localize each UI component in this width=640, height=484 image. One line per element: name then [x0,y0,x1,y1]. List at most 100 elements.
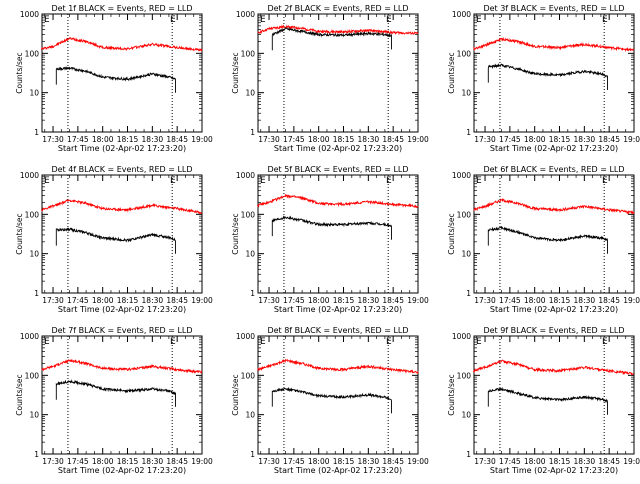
corner-marker-right: E [602,176,608,186]
y-tick-label: 1 [466,450,471,459]
y-tick-label: 1 [34,128,39,137]
x-tick-label: 19:00 [191,135,213,144]
x-tick-label: 17:30 [258,296,280,305]
plot-frame [41,335,203,455]
x-tick-label: 17:45 [499,457,521,466]
series-line-events [271,386,392,414]
x-tick-label: 17:30 [42,135,64,144]
corner-marker-left: E [476,337,482,347]
series-line-events [55,227,176,254]
y-tick-label: 10 [29,250,39,259]
y-tick-label: 10 [461,250,471,259]
x-tick-label: 18:15 [333,296,355,305]
x-tick-label: 19:00 [407,296,429,305]
x-tick-label: 18:30 [142,457,164,466]
corner-marker-left: E [260,176,266,186]
corner-marker-right: E [386,15,392,25]
x-tick-label: 17:30 [474,296,496,305]
series-line-lld [41,359,203,374]
x-tick-label: 18:15 [333,135,355,144]
y-tick-label: 1000 [452,332,471,341]
y-tick-label: 1000 [20,10,39,19]
series-line-events [271,215,392,240]
y-tick-label: 1 [34,289,39,298]
corner-marker-left: E [44,176,50,186]
y-axis-label: Counts/sec [231,52,240,93]
plot-frame [257,174,419,294]
series-line-events [487,225,608,254]
chart-title: Det 2f BLACK = Events, RED = LLD [267,4,408,13]
x-axis-label: Start Time (02-Apr-02 17:23:20) [58,305,186,314]
x-tick-label: 19:00 [623,135,640,144]
x-tick-label: 18:45 [598,457,620,466]
series-line-events [487,386,608,415]
x-tick-label: 18:00 [92,457,114,466]
corner-marker-left: E [476,176,482,186]
x-tick-label: 18:30 [358,457,380,466]
plot-frame [257,335,419,455]
y-axis-label: Counts/sec [231,374,240,415]
x-tick-label: 18:00 [524,296,546,305]
x-tick-label: 18:30 [574,296,596,305]
x-tick-label: 18:45 [166,296,188,305]
x-tick-label: 17:30 [42,457,64,466]
x-tick-label: 17:30 [42,296,64,305]
x-tick-label: 18:15 [117,457,139,466]
series-line-events [487,63,608,90]
y-tick-label: 10 [29,411,39,420]
x-tick-label: 18:45 [166,457,188,466]
chart-title: Det 7f BLACK = Events, RED = LLD [51,326,192,335]
x-tick-label: 17:45 [283,296,305,305]
series-line-events [55,379,176,407]
x-tick-label: 18:15 [117,135,139,144]
y-tick-label: 100 [241,210,256,219]
x-tick-label: 19:00 [623,457,640,466]
corner-marker-left: E [44,15,50,25]
series-line-events [55,65,176,93]
x-tick-label: 18:00 [308,296,330,305]
x-axis-label: Start Time (02-Apr-02 17:23:20) [274,305,402,314]
x-tick-label: 18:00 [524,457,546,466]
series-line-lld [473,36,635,53]
corner-marker-left: E [260,337,266,347]
x-tick-label: 17:45 [499,296,521,305]
corner-marker-left: E [476,15,482,25]
y-tick-label: 100 [241,49,256,58]
x-tick-label: 17:45 [499,135,521,144]
plot-frame [41,13,203,133]
x-tick-label: 18:45 [598,296,620,305]
series-line-lld [257,24,419,36]
x-tick-label: 18:45 [166,135,188,144]
y-tick-label: 1000 [236,332,255,341]
chart-title: Det 5f BLACK = Events, RED = LLD [267,165,408,174]
y-tick-label: 1000 [452,10,471,19]
series-line-events [271,26,392,51]
plot-frame [473,13,635,133]
chart-title: Det 3f BLACK = Events, RED = LLD [483,4,624,13]
x-tick-label: 18:00 [308,457,330,466]
x-tick-label: 18:30 [574,135,596,144]
y-tick-label: 100 [241,371,256,380]
plot-frame [257,13,419,133]
x-tick-label: 17:45 [283,457,305,466]
x-tick-label: 18:30 [574,457,596,466]
chart-title: Det 9f BLACK = Events, RED = LLD [483,326,624,335]
y-axis-label: Counts/sec [15,52,24,93]
y-tick-label: 10 [461,89,471,98]
y-tick-label: 10 [245,89,255,98]
x-tick-label: 18:30 [358,296,380,305]
x-tick-label: 17:30 [474,457,496,466]
x-tick-label: 19:00 [191,457,213,466]
y-axis-label: Counts/sec [447,52,456,93]
x-tick-label: 18:15 [549,457,571,466]
series-line-lld [472,359,635,376]
y-tick-label: 1000 [236,171,255,180]
x-tick-label: 17:30 [474,135,496,144]
x-axis-label: Start Time (02-Apr-02 17:23:20) [490,466,618,475]
